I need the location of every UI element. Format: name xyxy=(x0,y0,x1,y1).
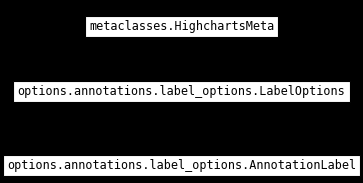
Text: metaclasses.HighchartsMeta: metaclasses.HighchartsMeta xyxy=(89,20,274,33)
Text: options.annotations.label_options.LabelOptions: options.annotations.label_options.LabelO… xyxy=(18,85,345,98)
Text: options.annotations.label_options.AnnotationLabel: options.annotations.label_options.Annota… xyxy=(7,159,356,172)
